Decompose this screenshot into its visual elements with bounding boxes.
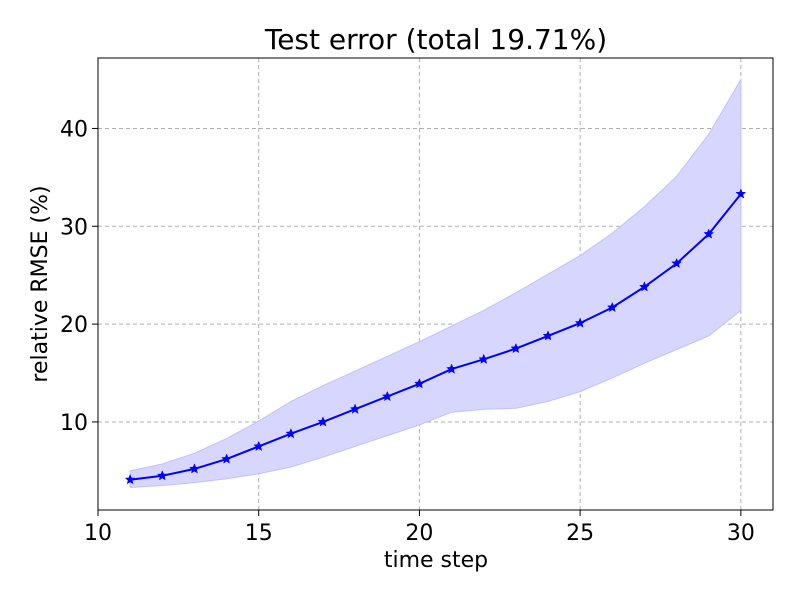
data-point-star (253, 440, 265, 452)
data-point-star (639, 281, 650, 292)
y-tick-label: 20 (60, 313, 88, 338)
data-point-star (189, 463, 200, 474)
plot-frame (97, 57, 774, 511)
data-point-star (671, 257, 682, 269)
data-point-star (510, 342, 522, 354)
data-point-star (124, 474, 136, 485)
data-point-star (349, 403, 361, 414)
y-axis-ticks: 10 20 30 40 (60, 117, 98, 436)
x-axis-label: time step (384, 548, 488, 573)
data-point-star (317, 416, 329, 427)
chart-title: Test error (total 19.71%) (264, 23, 607, 56)
x-tick-label: 30 (727, 521, 755, 546)
y-axis-label: relative RMSE (%) (28, 185, 53, 382)
data-point-star (574, 317, 586, 328)
x-tick-label: 15 (245, 521, 273, 546)
data-point-star (703, 228, 715, 239)
data-points (124, 188, 747, 485)
data-point-star (221, 453, 232, 464)
data-point-star (606, 301, 618, 313)
y-tick-label: 10 (60, 411, 88, 436)
x-tick-label: 10 (84, 521, 112, 546)
data-point-star (446, 363, 457, 374)
x-tick-label: 20 (405, 521, 433, 546)
y-tick-label: 40 (60, 117, 88, 142)
error-band (129, 77, 742, 489)
data-point-star (542, 330, 554, 341)
series-line (129, 193, 742, 481)
y-tick-label: 30 (60, 215, 88, 240)
data-point-star (381, 390, 393, 402)
x-tick-label: 25 (566, 521, 594, 546)
confidence-band (129, 77, 742, 489)
mean-line (129, 193, 742, 481)
data-point-star (285, 428, 297, 439)
data-point-star (735, 188, 747, 199)
data-point-star (414, 378, 425, 389)
x-axis-ticks: 10 15 20 25 30 (84, 510, 755, 546)
data-point-star (156, 470, 168, 481)
data-point-star (478, 353, 490, 364)
